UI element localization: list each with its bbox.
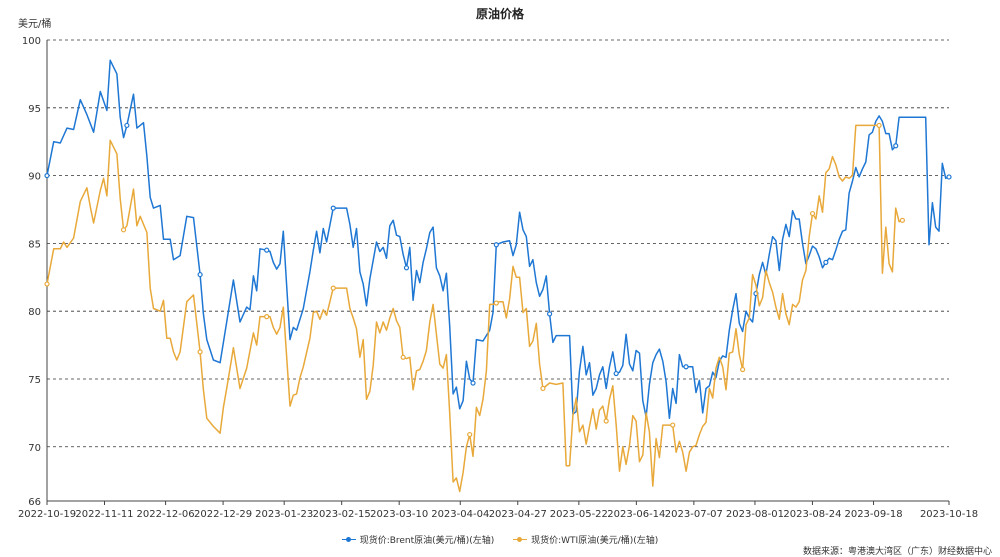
data-point-wti[interactable] [197, 349, 203, 355]
x-tick-label: 2023-02-15 [313, 509, 371, 520]
x-tick-label: 2023-09-18 [844, 509, 902, 520]
y-axis-label: 美元/桶 [18, 17, 51, 30]
series-line-wti [46, 124, 903, 493]
data-point-brent[interactable] [197, 271, 203, 278]
data-point-brent[interactable] [683, 364, 689, 370]
data-point-wti[interactable] [740, 366, 746, 373]
data-point-wti[interactable] [876, 122, 882, 129]
legend-item-brent[interactable]: 现货价:Brent原油(美元/桶)(左轴) [341, 533, 495, 546]
data-point-brent[interactable] [613, 370, 619, 377]
y-tick-label: 80 [28, 307, 41, 318]
data-point-brent[interactable] [44, 172, 50, 179]
chart-title: 原油价格 [476, 6, 525, 21]
data-point-wti[interactable] [467, 431, 473, 438]
data-point-wti[interactable] [670, 422, 676, 428]
data-point-wti[interactable] [330, 285, 336, 291]
y-tick-label: 66 [28, 497, 41, 508]
legend-label-brent: 现货价:Brent原油(美元/桶)(左轴) [359, 536, 495, 546]
data-point-wti[interactable] [400, 354, 406, 360]
series-group [44, 59, 952, 493]
data-point-brent[interactable] [823, 259, 829, 265]
data-point-wti[interactable] [809, 210, 816, 217]
x-tick-label: 2023-08-24 [783, 509, 841, 520]
data-point-brent[interactable] [946, 174, 952, 180]
x-tick-label: 2023-08-01 [726, 509, 784, 520]
y-tick-label: 85 [28, 239, 41, 250]
y-tick-label: 75 [28, 375, 41, 386]
y-tick-label: 70 [28, 443, 41, 454]
data-point-wti[interactable] [120, 227, 127, 233]
data-point-brent[interactable] [546, 311, 553, 317]
data-point-wti[interactable] [899, 217, 906, 223]
x-tick-label: 2023-03-10 [370, 509, 428, 520]
x-tick-label: 2023-06-14 [607, 509, 665, 520]
legend-item-wti[interactable]: 现货价:WTI原油(美元/桶)(左轴) [513, 533, 658, 546]
data-point-brent[interactable] [264, 247, 270, 253]
x-tick-label: 2022-12-06 [137, 509, 195, 520]
x-tick-label: 2023-10-18 [920, 509, 978, 520]
data-point-brent[interactable] [124, 122, 130, 129]
x-axis: 2022-10-19 2022-11-11 2022-12-06 2022-12-29… [18, 40, 978, 520]
data-point-brent[interactable] [493, 242, 499, 248]
data-point-wti[interactable] [540, 385, 546, 392]
data-point-wti[interactable] [493, 300, 499, 306]
gridlines [47, 39, 949, 448]
x-tick-label: 2022-12-29 [194, 509, 252, 520]
y-tick-label: 95 [28, 104, 41, 115]
data-point-wti[interactable] [264, 314, 270, 320]
x-tick-label: 2023-04-04 [431, 509, 489, 520]
x-tick-label: 2022-10-19 [18, 509, 76, 520]
x-tick-label: 2023-05-22 [550, 509, 608, 520]
y-tick-label: 100 [22, 36, 41, 47]
series-line-brent [46, 59, 950, 420]
data-source-note: 数据来源：粤港澳大湾区（广东）财经数据中心 [802, 547, 992, 557]
x-tick-label: 2022-11-11 [75, 509, 133, 520]
data-point-brent[interactable] [403, 265, 410, 271]
x-tick-label: 2023-01-23 [255, 509, 313, 520]
legend: 现货价:Brent原油(美元/桶)(左轴) 现货价:WTI原油(美元/桶)(左轴… [0, 533, 1000, 546]
y-axis-ticks: 66 70 75 80 85 90 95 100 [22, 36, 41, 508]
data-point-wti[interactable] [603, 418, 609, 424]
data-point-wti[interactable] [44, 281, 50, 287]
y-tick-label: 90 [28, 172, 41, 183]
legend-label-wti: 现货价:WTI原油(美元/桶)(左轴) [531, 536, 659, 546]
data-point-brent[interactable] [330, 205, 336, 211]
data-point-brent[interactable] [470, 380, 476, 386]
data-point-brent[interactable] [893, 143, 899, 149]
x-tick-label: 2023-07-07 [665, 509, 723, 520]
legend-swatch-brent [341, 536, 356, 543]
x-tick-label: 2023-04-27 [489, 509, 547, 520]
legend-swatch-wti [513, 536, 528, 543]
